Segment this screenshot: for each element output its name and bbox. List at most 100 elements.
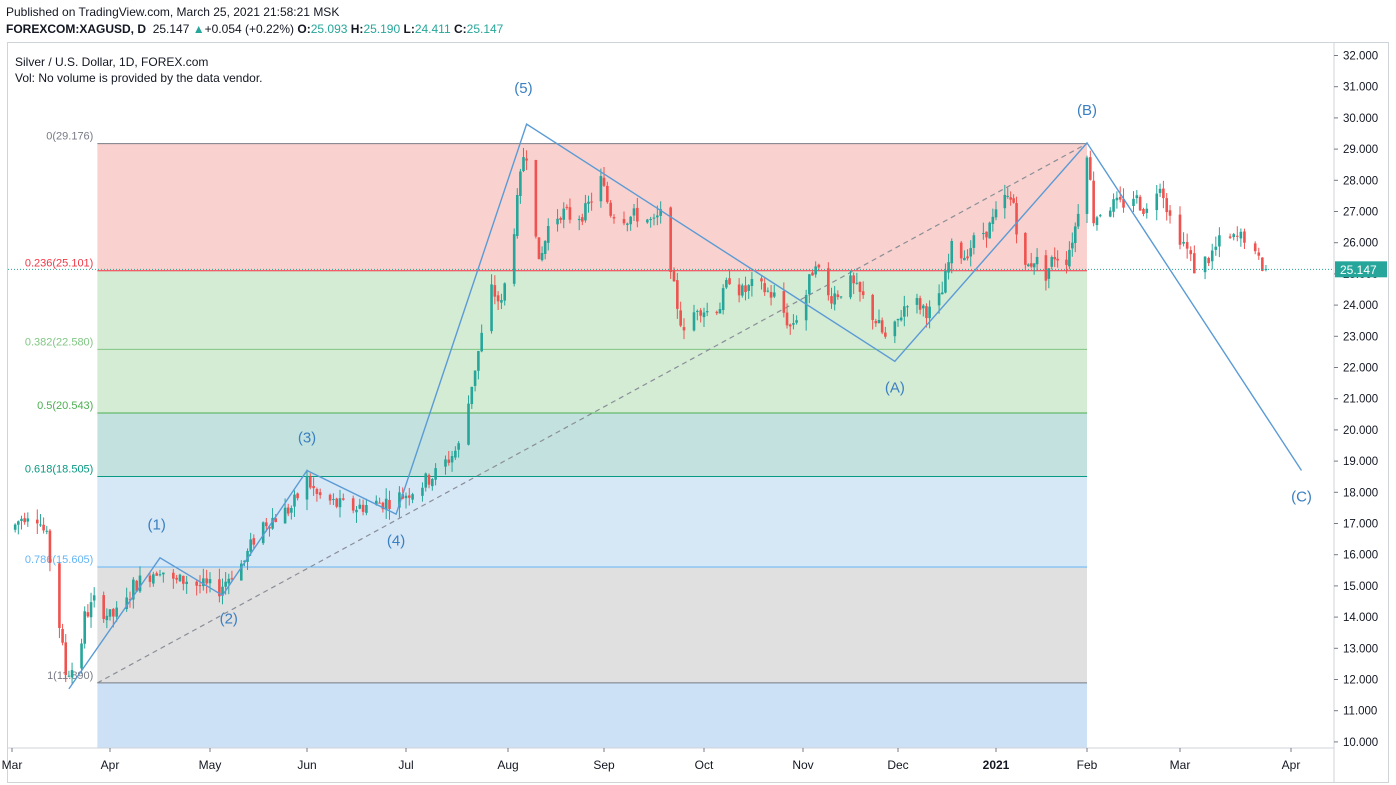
candle-body — [649, 218, 652, 220]
candle-body — [205, 578, 208, 584]
candle-body — [612, 217, 616, 219]
candle-body — [500, 300, 503, 303]
price-tick-label: 29.000 — [1343, 144, 1378, 156]
candle-body — [1026, 264, 1030, 267]
fib-zone — [97, 412, 1087, 477]
candle-body — [178, 574, 182, 582]
candle-body — [903, 306, 906, 317]
candle-body — [925, 306, 928, 319]
candle-body — [985, 231, 988, 238]
candle-body — [512, 234, 516, 284]
candle-body — [230, 578, 234, 580]
candle-body — [858, 282, 862, 292]
candle-body — [398, 492, 401, 508]
candle-body — [1003, 194, 1007, 209]
candle-body — [737, 284, 741, 296]
candle-body — [622, 219, 626, 224]
candle-body — [676, 280, 679, 309]
elliott-wave-line — [68, 123, 1303, 690]
high-value: 25.190 — [363, 22, 401, 36]
legend-volume-note: Vol: No volume is provided by the data v… — [15, 71, 263, 85]
candle-body — [699, 310, 702, 316]
candle-body — [503, 283, 507, 301]
last-price-value: 25.147 — [152, 22, 190, 36]
candle-body — [375, 500, 378, 505]
candle-body — [480, 332, 483, 352]
candle-body — [543, 241, 547, 254]
candle-body — [1182, 241, 1185, 244]
last-price-badge-text: 25.147 — [1340, 263, 1377, 277]
candle-body — [17, 521, 20, 525]
candle-body — [747, 285, 751, 291]
candle-body — [659, 209, 662, 216]
candle-body — [195, 581, 198, 586]
candle-body — [629, 216, 632, 225]
candle-body — [473, 370, 477, 386]
candle-body — [283, 507, 287, 524]
candle-body — [80, 643, 83, 669]
candle-body — [312, 485, 315, 489]
high-label: H: — [350, 22, 364, 36]
candle-body — [1122, 199, 1125, 208]
candle-body — [1092, 180, 1095, 224]
candle-body — [546, 226, 550, 243]
candle-body — [450, 456, 454, 463]
candle-body — [305, 475, 309, 500]
candle-body — [162, 572, 165, 575]
candle-body — [959, 242, 963, 259]
candle-body — [515, 194, 519, 236]
candle-body — [404, 495, 408, 499]
candle-body — [358, 504, 362, 509]
candle-body — [918, 298, 922, 310]
candle-body — [1232, 234, 1236, 238]
candle-body — [175, 577, 178, 580]
candle-body — [590, 201, 593, 203]
candle-body — [105, 615, 109, 621]
candle-body — [1132, 198, 1135, 206]
candle-body — [1207, 258, 1210, 264]
candle-body — [1189, 250, 1193, 255]
candle-body — [741, 285, 744, 296]
candle-body — [721, 288, 725, 311]
change-value: +0.054 (+0.22%) — [204, 22, 295, 36]
fib-level-label: 0.786(15.605) — [25, 554, 94, 566]
candle-body — [646, 219, 649, 223]
candle-body — [609, 202, 612, 216]
change-arrow-icon: ▲ — [192, 22, 205, 36]
price-tick-label: 27.000 — [1343, 207, 1378, 219]
candle-body — [1235, 235, 1239, 237]
price-tick-label: 16.000 — [1343, 550, 1378, 562]
price-tick-label: 28.000 — [1343, 175, 1378, 187]
candle-body — [218, 579, 221, 597]
candle-body — [718, 309, 722, 314]
candle-body — [335, 498, 338, 507]
candle-body — [766, 290, 770, 292]
candle-body — [893, 321, 897, 337]
candle-body — [224, 581, 227, 587]
candle-body — [1032, 263, 1036, 268]
candle-body — [626, 223, 629, 225]
candle-body — [1185, 242, 1189, 249]
candle-body — [424, 473, 428, 488]
fib-level-label: 0.5(20.543) — [37, 400, 93, 412]
candle-body — [884, 332, 887, 337]
candle-body — [763, 283, 766, 293]
candle-body — [1138, 196, 1142, 211]
candle-body — [672, 270, 676, 282]
candle-body — [493, 285, 497, 297]
wave-label: (A) — [885, 379, 905, 396]
price-tick-label: 11.000 — [1343, 706, 1377, 718]
chart-legend: Silver / U.S. Dollar, 1D, FOREX.com Vol:… — [15, 54, 262, 86]
candle-body — [871, 294, 874, 320]
symbol-ohlc-line: FOREXCOM:XAGUSD, D 25.147 ▲+0.054 (+0.22… — [6, 22, 503, 36]
candle-body — [537, 237, 541, 260]
fib-zone — [97, 567, 1087, 683]
candle-body — [1024, 232, 1027, 265]
time-tick-label: Oct — [695, 758, 714, 772]
price-tick-label: 22.000 — [1343, 363, 1378, 375]
candle-body — [679, 310, 682, 326]
candle-body — [70, 670, 74, 678]
candle-body — [470, 386, 474, 405]
candle-body — [1193, 253, 1196, 274]
